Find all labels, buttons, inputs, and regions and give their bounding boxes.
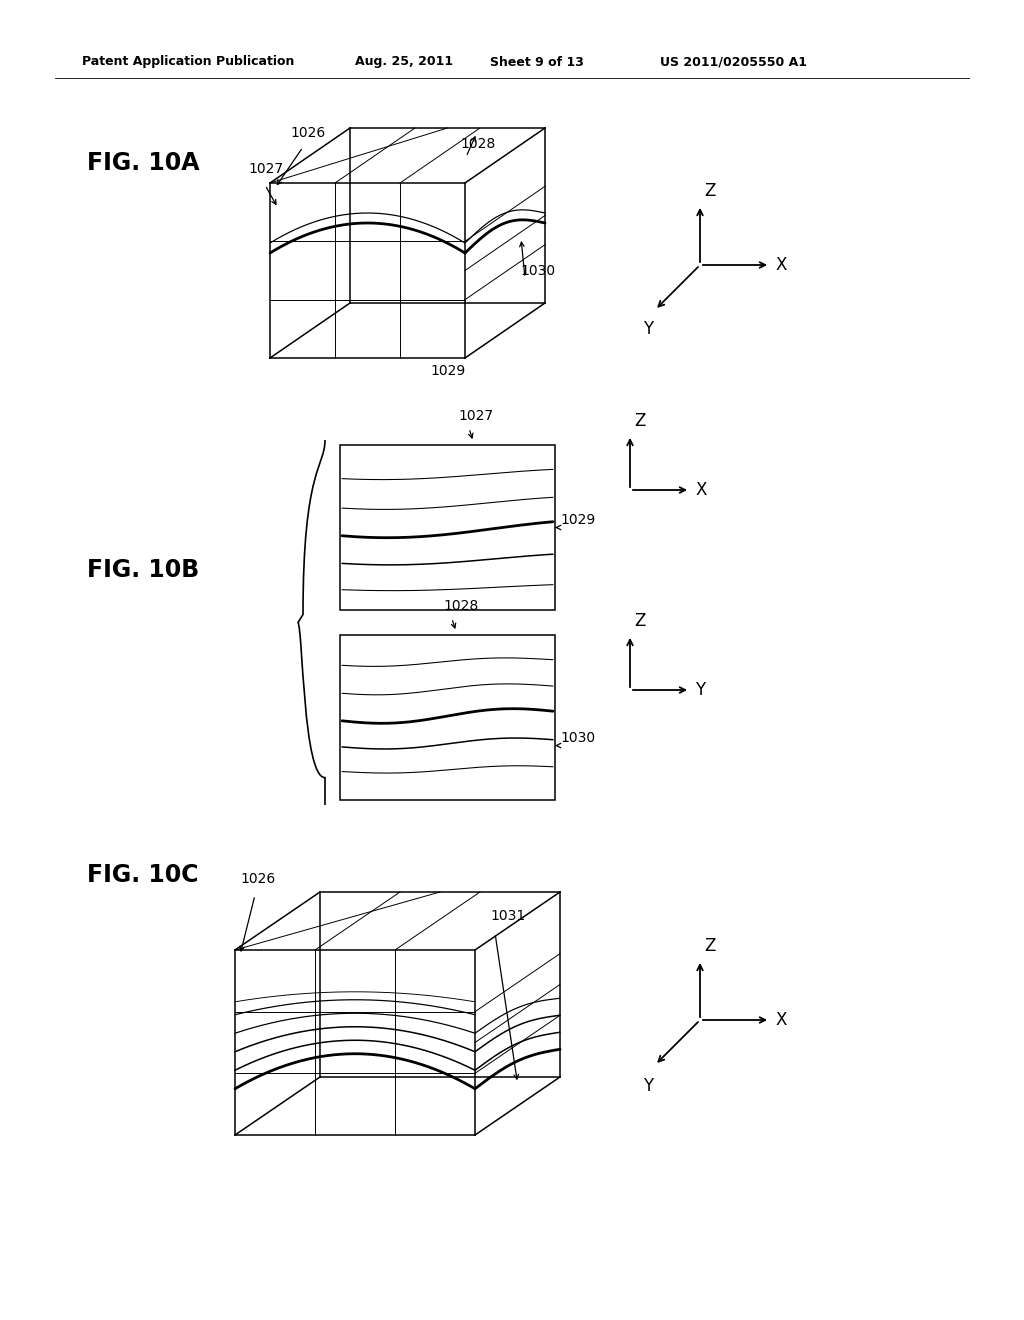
- Text: 1027: 1027: [248, 162, 283, 176]
- Text: Aug. 25, 2011: Aug. 25, 2011: [355, 55, 454, 69]
- Text: 1030: 1030: [560, 731, 595, 746]
- Text: FIG. 10C: FIG. 10C: [87, 863, 199, 887]
- Bar: [340, 635, 555, 800]
- Text: Y: Y: [643, 1077, 653, 1096]
- Text: 1026: 1026: [240, 873, 275, 886]
- Text: Y: Y: [695, 681, 706, 700]
- Text: 1028: 1028: [460, 137, 496, 150]
- Bar: [340, 445, 555, 610]
- Text: Z: Z: [634, 412, 645, 430]
- Text: Z: Z: [634, 612, 645, 630]
- Text: Sheet 9 of 13: Sheet 9 of 13: [490, 55, 584, 69]
- Text: X: X: [775, 1011, 786, 1030]
- Text: FIG. 10B: FIG. 10B: [87, 558, 200, 582]
- Text: X: X: [775, 256, 786, 275]
- Text: Patent Application Publication: Patent Application Publication: [82, 55, 294, 69]
- Text: 1028: 1028: [443, 599, 478, 612]
- Text: X: X: [695, 480, 707, 499]
- Text: 1029: 1029: [430, 364, 465, 378]
- Text: 1029: 1029: [560, 513, 595, 527]
- Text: 1030: 1030: [520, 264, 555, 279]
- Text: US 2011/0205550 A1: US 2011/0205550 A1: [660, 55, 807, 69]
- Text: 1031: 1031: [490, 909, 525, 923]
- Text: 1027: 1027: [459, 409, 494, 422]
- Text: 1026: 1026: [290, 125, 326, 140]
- Text: Z: Z: [705, 937, 716, 954]
- Text: Y: Y: [643, 319, 653, 338]
- Text: FIG. 10A: FIG. 10A: [87, 150, 200, 176]
- Text: Z: Z: [705, 182, 716, 201]
